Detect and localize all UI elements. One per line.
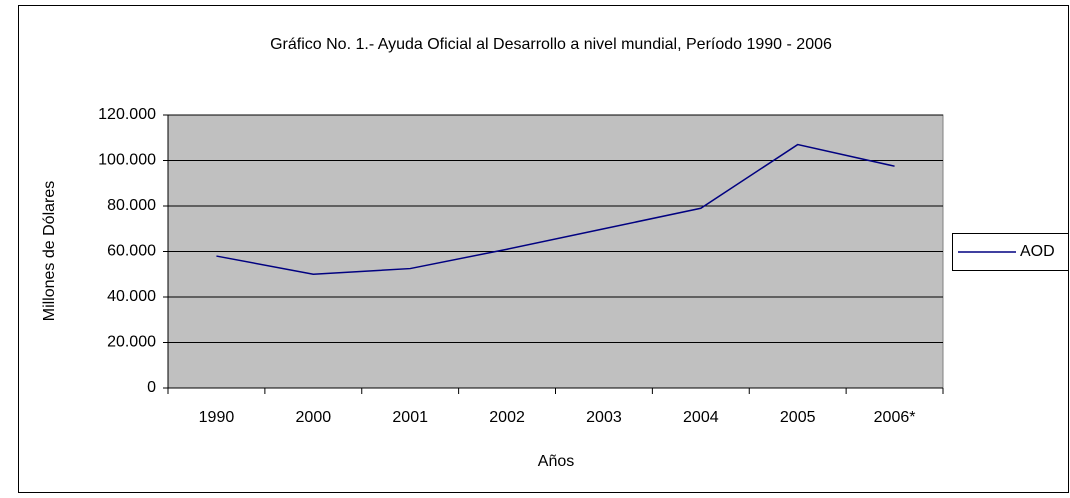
y-tick-label: 20.000 — [107, 334, 156, 351]
y-tick-label: 60.000 — [107, 243, 156, 260]
x-tick-label: 2002 — [489, 409, 525, 426]
x-tick-label: 2006* — [874, 409, 916, 426]
x-axis-label: Años — [538, 453, 574, 470]
y-tick-label: 0 — [147, 379, 156, 396]
data-line — [216, 143, 895, 276]
x-tick-label: 2003 — [586, 409, 622, 426]
y-tick-label: 100.000 — [98, 152, 156, 169]
chart-title: Gráfico No. 1.- Ayuda Oficial al Desarro… — [270, 36, 832, 53]
x-tick-label: 2005 — [780, 409, 816, 426]
x-tick-label: 2001 — [392, 409, 428, 426]
y-tick-label: 120.000 — [98, 106, 156, 123]
x-tick-label: 2004 — [683, 409, 719, 426]
x-tick-label: 2000 — [296, 409, 332, 426]
x-tick-label: 1990 — [199, 409, 235, 426]
legend-label: AOD — [1020, 243, 1055, 260]
y-tick-label: 80.000 — [107, 197, 156, 214]
y-axis-label: Millones de Dólares — [41, 181, 58, 322]
y-tick-label: 40.000 — [107, 288, 156, 305]
